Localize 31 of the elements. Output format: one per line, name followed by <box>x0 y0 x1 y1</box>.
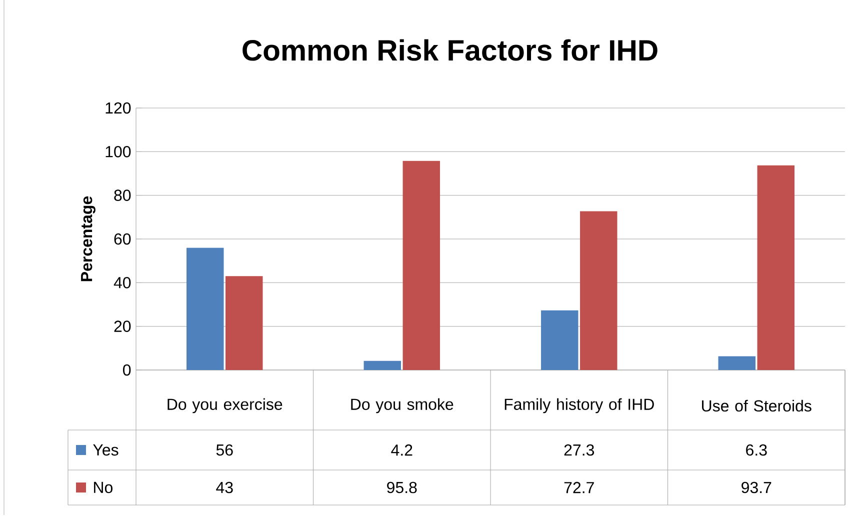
data-label: 72.7 <box>564 482 594 494</box>
data-label: 95.8 <box>387 482 417 494</box>
y-tick-label: 100 <box>106 146 131 158</box>
x-tick-label: Do you smoke <box>351 398 454 414</box>
x-tick-label: Use of Steroids <box>702 400 812 412</box>
y-axis-title: Percentage <box>81 196 96 282</box>
y-tick-label: 80 <box>114 190 131 201</box>
bar <box>757 165 794 370</box>
data-label: 43 <box>216 482 233 494</box>
data-label: 4.2 <box>391 444 412 456</box>
data-label: 93.7 <box>742 482 772 494</box>
y-tick-label: 40 <box>114 277 131 288</box>
bar <box>541 310 578 370</box>
y-tick-label: 120 <box>106 102 131 114</box>
bar <box>402 160 440 370</box>
data-label: 56 <box>216 444 233 456</box>
y-tick-label: 20 <box>114 320 131 332</box>
legend-label: Yes <box>93 444 118 456</box>
bar <box>718 356 756 370</box>
chart-title: Common Risk Factors for IHD <box>242 39 658 61</box>
y-tick-label: 0 <box>123 364 131 376</box>
bar <box>580 211 618 370</box>
legend-label: No <box>94 482 112 494</box>
x-tick-label: Do you exercise <box>168 398 282 414</box>
bar <box>226 276 263 370</box>
bar <box>364 360 401 370</box>
data-label: 27.3 <box>564 444 594 456</box>
data-label: 6.3 <box>746 444 767 456</box>
bar <box>186 248 224 370</box>
x-tick-label: Family history of IHD <box>504 398 654 414</box>
y-tick-label: 60 <box>114 233 131 245</box>
